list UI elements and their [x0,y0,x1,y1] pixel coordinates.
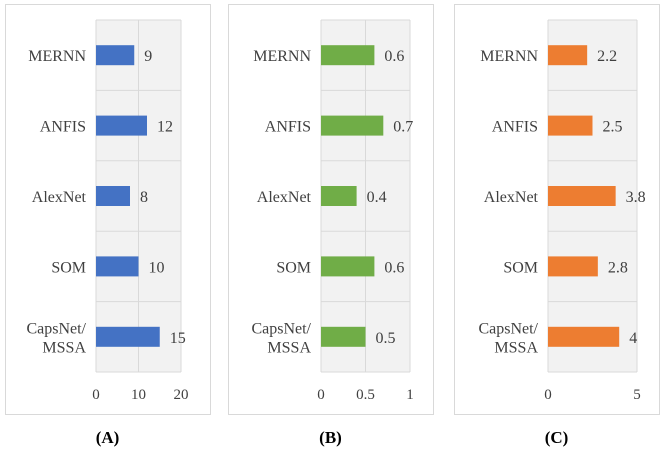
category-label: MERNN [28,48,86,65]
category-label: ANFIS [265,119,311,136]
bar [548,45,588,66]
panel-caption: (B) [319,428,342,447]
bar [548,326,620,347]
category-label-line: CapsNet/ [26,320,86,337]
x-tick-label: 5 [633,387,641,403]
category-label: ANFIS [492,119,538,136]
data-label: 0.6 [384,259,404,276]
category-label: CapsNet/MSSA [26,320,86,356]
data-label: 0.5 [376,330,396,347]
data-label: 0.6 [384,48,404,65]
x-tick-label: 10 [131,387,146,403]
category-label-line: MSSA [42,339,86,356]
category-label-line: MSSA [494,339,538,356]
bar [96,115,147,136]
category-label-line: ANFIS [40,119,86,136]
category-label-line: MSSA [267,339,311,356]
chart-panel-c: 0 5 2.2 MERNN 2.5 ANFIS 3.8 AlexNet 2.8 SOM 4 CapsN… [454,4,660,447]
category-label-line: ANFIS [265,119,311,136]
panel-caption: (A) [96,428,120,447]
chart-panel-b: 0 0.5 1 0.6 MERNN 0.7 ANFIS 0.4 AlexNet 0.6 SOM 0.5… [228,4,434,447]
category-label: ANFIS [40,119,86,136]
bar [96,326,160,347]
category-label-line: MERNN [28,48,86,65]
category-label: MERNN [253,48,311,65]
bar [548,115,593,136]
data-label: 2.8 [608,259,628,276]
category-label: CapsNet/MSSA [251,320,311,356]
bar [321,45,375,66]
category-label-line: AlexNet [32,189,87,206]
data-label: 0.4 [367,189,387,206]
x-tick-label: 0.5 [356,387,375,403]
bar [548,256,598,277]
category-label: SOM [276,259,311,276]
bar [321,115,384,136]
category-label-line: ANFIS [492,119,538,136]
data-label: 0.7 [393,119,413,136]
category-label-line: SOM [276,259,311,276]
category-label-line: SOM [503,259,538,276]
category-label-line: AlexNet [484,189,539,206]
bar [96,45,135,66]
data-label: 10 [149,259,165,276]
category-label: SOM [503,259,538,276]
category-label-line: SOM [51,259,86,276]
data-label: 8 [140,189,148,206]
x-tick-label: 0 [544,387,552,403]
category-label-line: MERNN [253,48,311,65]
data-label: 15 [170,330,186,347]
panel-caption: (C) [545,428,569,447]
category-label-line: AlexNet [257,189,312,206]
data-label: 4 [629,330,637,347]
category-label: AlexNet [257,189,312,206]
data-label: 12 [157,119,173,136]
bar [321,326,366,347]
data-label: 2.5 [603,119,623,136]
category-label: MERNN [480,48,538,65]
x-tick-label: 0 [317,387,325,403]
category-label: SOM [51,259,86,276]
bar [321,256,375,277]
bar [96,256,139,277]
data-label: 2.2 [597,48,617,65]
chart-panel-a: 0 10 20 9 MERNN 12 ANFIS 8 AlexNet 10 SOM 15 CapsNet… [5,4,211,447]
data-label: 3.8 [626,189,646,206]
category-label-line: CapsNet/ [251,320,311,337]
category-label: AlexNet [32,189,87,206]
bar [548,186,616,206]
x-tick-label: 0 [92,387,100,403]
category-label: AlexNet [484,189,539,206]
category-label-line: CapsNet/ [478,320,538,337]
x-tick-label: 20 [174,387,189,403]
category-label: CapsNet/MSSA [478,320,538,356]
bar [96,186,130,206]
bar [321,186,357,206]
x-tick-label: 1 [406,387,414,403]
category-label-line: MERNN [480,48,538,65]
data-label: 9 [144,48,152,65]
